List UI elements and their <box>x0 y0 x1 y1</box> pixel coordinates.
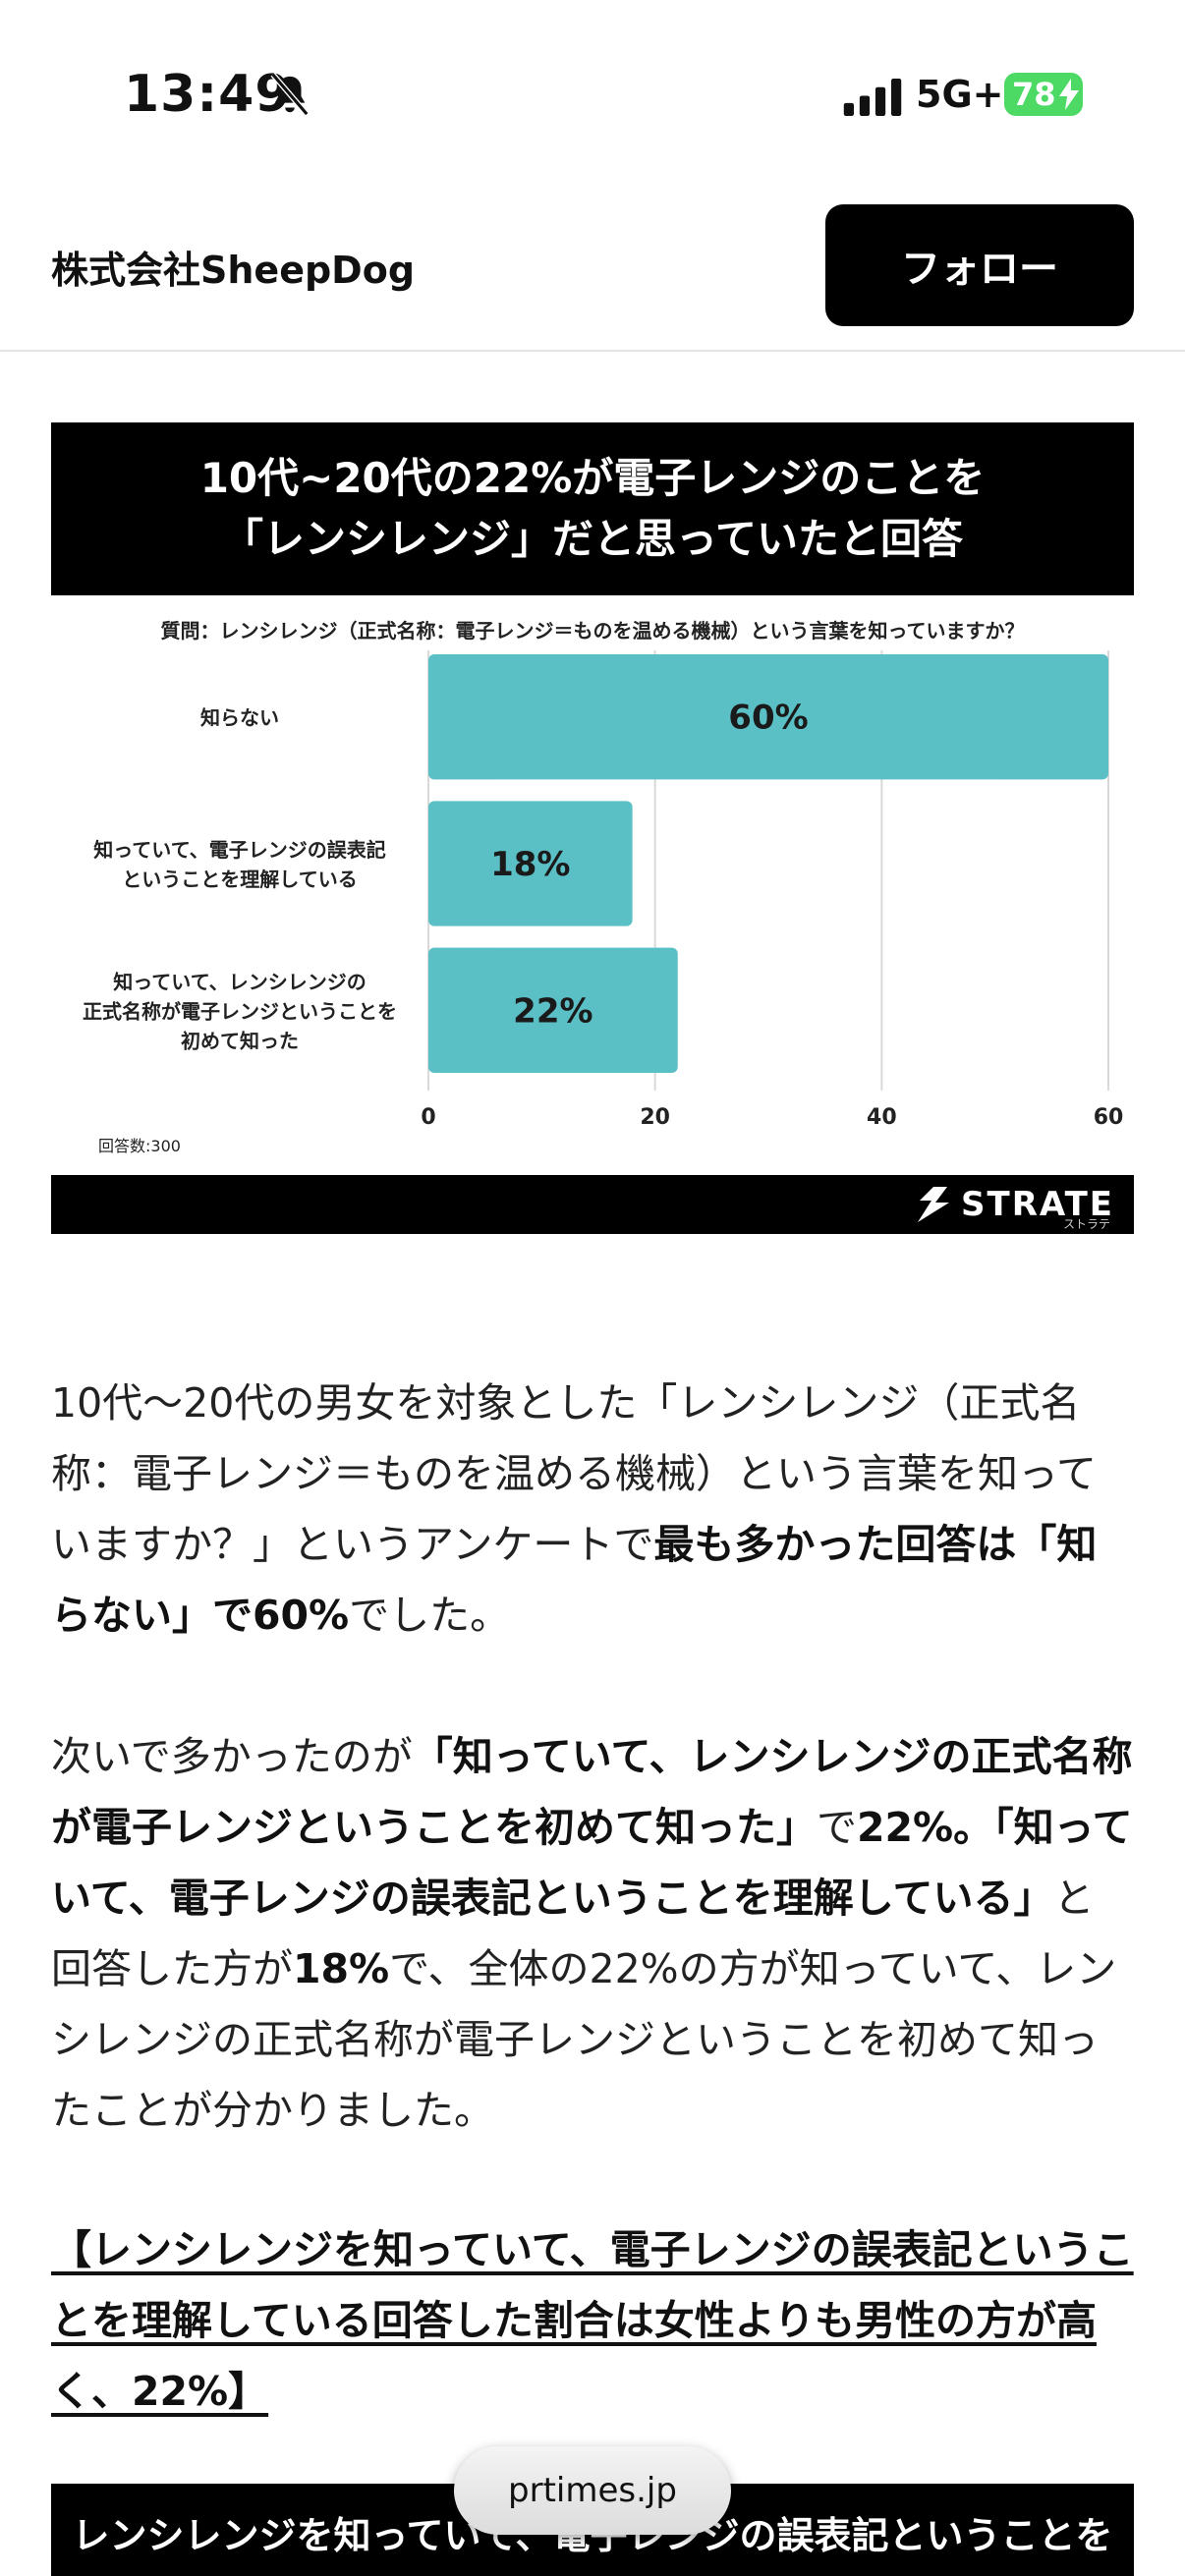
p2-f: 18% <box>293 1945 390 1992</box>
strate-logo-text: STRATE <box>961 1185 1114 1224</box>
strate-logo: STRATE <box>914 1183 1114 1226</box>
status-bar: 13:49 5G+ 78 <box>0 0 1185 187</box>
bar <box>428 654 1108 780</box>
infographic-footer: STRATE ストラテ <box>51 1175 1134 1234</box>
p2-c: で <box>817 1804 857 1851</box>
respondent-count: 回答数:300 <box>98 1137 181 1155</box>
category-label: 初めて知った <box>181 1029 299 1052</box>
infographic-title-line1: 10代~20代の22%が電子レンジのことを <box>199 454 986 502</box>
category-label: 知っていて、レンシレンジの <box>113 970 366 993</box>
p1-text: 10代〜20代の男女を対象とした「レンシレンジ（正式名称：電子レンジ＝ものを温め… <box>51 1379 1097 1568</box>
status-time: 13:49 <box>124 65 292 124</box>
p2-b: 「知っていて、レンシレンジの正式名称が電子レンジということを初めて知った」 <box>51 1733 1133 1851</box>
article-paragraph-2: 次いで多かったのが「知っていて、レンシレンジの正式名称が電子レンジということを初… <box>51 1721 1134 2146</box>
p2-e: と回答した方が <box>51 1875 1095 1992</box>
battery-icon: 78 <box>1004 73 1083 116</box>
x-tick-label: 0 <box>421 1105 435 1130</box>
infographic-title: 10代~20代の22%が電子レンジのことを 「レンシレンジ」だと思っていたと回答 <box>51 422 1134 595</box>
category-label: 知らない <box>200 706 279 730</box>
p2-g: で、全体の22%の方が知っていて、レンシレンジの正式名称が電子レンジということを… <box>51 1945 1117 2134</box>
network-type: 5G+ <box>916 73 1004 116</box>
bar-data-label: 22% <box>513 991 592 1031</box>
x-tick-label: 40 <box>867 1105 897 1130</box>
p1-end: でした。 <box>349 1592 511 1639</box>
bar-data-label: 60% <box>728 699 808 738</box>
infographic-title-line2: 「レンシレンジ」だと思っていたと回答 <box>222 515 963 563</box>
p2-a: 次いで多かったのが <box>51 1733 413 1780</box>
survey-question: 質問：レンシレンジ（正式名称：電子レンジ＝ものを温める機械）という言葉を知ってい… <box>160 619 1025 643</box>
survey-infographic[interactable]: 10代~20代の22%が電子レンジのことを 「レンシレンジ」だと思っていたと回答… <box>51 422 1134 1234</box>
bar-data-label: 18% <box>490 845 570 884</box>
p1-bold: 最も多かった回答は「知らない」で60% <box>51 1521 1098 1639</box>
category-label: 正式名称が電子レンジということを <box>83 999 397 1023</box>
category-label: ということを理解している <box>122 868 357 891</box>
bar <box>428 947 678 1073</box>
company-name[interactable]: 株式会社SheepDog <box>51 249 416 292</box>
battery-level: 78 <box>1012 76 1056 113</box>
article-header: 株式会社SheepDog フォロー <box>0 196 1185 352</box>
bar <box>428 801 633 926</box>
signal-icon <box>843 79 902 116</box>
x-tick-label: 20 <box>640 1105 670 1130</box>
bar-chart: 0 20 40 60 60% 知らない 18% 知っていて、電子レンジの誤表記ということを理解… <box>83 650 1124 1155</box>
p2-d: 22%。「知っていて、電子レンジの誤表記ということを理解している」 <box>51 1804 1133 1922</box>
bell-muted-icon <box>270 73 310 117</box>
url-bar[interactable]: prtimes.jp <box>454 2446 731 2535</box>
follow-button[interactable]: フォロー <box>825 204 1134 326</box>
x-tick-label: 60 <box>1094 1105 1124 1130</box>
strate-logo-subtext: ストラテ <box>1062 1217 1110 1231</box>
article-paragraph-1: 10代〜20代の男女を対象とした「レンシレンジ（正式名称：電子レンジ＝ものを温め… <box>51 1368 1134 1651</box>
category-label: 知っていて、電子レンジの誤表記 <box>93 838 385 862</box>
charging-bolt-icon <box>1059 79 1079 110</box>
section-heading: 【レンシレンジを知っていて、電子レンジの誤表記ということを理解している回答した割… <box>51 2226 1134 2415</box>
strate-logo-icon <box>918 1187 950 1222</box>
